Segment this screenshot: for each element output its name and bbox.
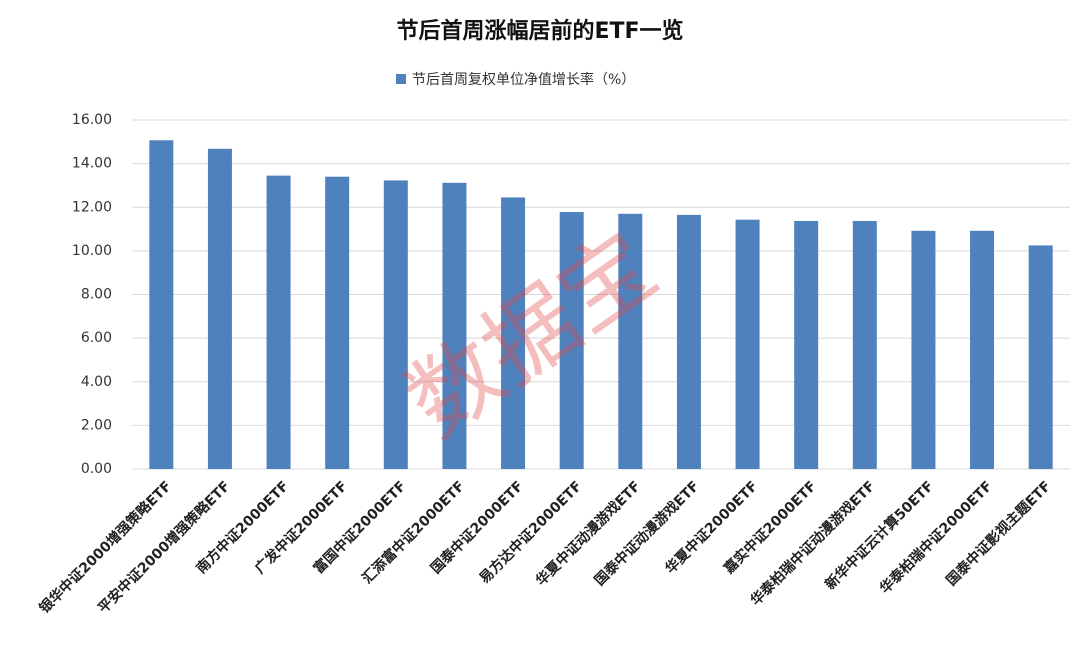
- bar: [383, 180, 408, 469]
- x-tick-label: 汇添富中证2000ETF: [359, 478, 468, 587]
- bar: [676, 214, 701, 469]
- chart-title: 节后首周涨幅居前的ETF一览: [396, 18, 683, 44]
- bar: [325, 176, 350, 469]
- bar: [1028, 245, 1053, 469]
- bar: [207, 148, 232, 470]
- legend-label: 节后首周复权单位净值增长率（%）: [412, 71, 635, 88]
- bar: [794, 220, 819, 469]
- y-tick-label: 10.00: [72, 243, 112, 259]
- x-tick-label: 易方达中证2000ETF: [476, 478, 585, 587]
- y-tick-label: 2.00: [81, 417, 112, 433]
- y-tick-label: 0.00: [81, 461, 112, 477]
- bar: [442, 182, 467, 469]
- y-tick-label: 14.00: [72, 156, 112, 172]
- bar: [852, 220, 877, 469]
- y-tick-label: 4.00: [81, 374, 112, 390]
- y-tick-label: 6.00: [81, 330, 112, 346]
- bar: [618, 213, 643, 469]
- y-tick-label: 8.00: [81, 287, 112, 303]
- x-tick-label: 新华中证云计算50ETF: [822, 478, 937, 593]
- x-tick-label: 华夏中证动漫游戏ETF: [532, 478, 644, 590]
- x-tick-label: 华泰柏瑞中证2000ETF: [876, 478, 995, 597]
- x-tick-label: 国泰中证影视主题ETF: [943, 478, 1055, 590]
- x-tick-label: 国泰中证动漫游戏ETF: [591, 478, 703, 590]
- bar: [266, 175, 291, 469]
- y-tick-label: 12.00: [72, 199, 112, 215]
- bar: [559, 212, 584, 469]
- y-tick-label: 16.00: [72, 112, 112, 128]
- x-tick-label: 华泰柏瑞中证动漫游戏ETF: [747, 478, 878, 609]
- bar: [149, 140, 174, 469]
- bar: [911, 230, 936, 469]
- bar: [501, 197, 526, 469]
- legend-swatch: [396, 74, 406, 84]
- bar: [970, 230, 995, 469]
- bar: [735, 219, 760, 469]
